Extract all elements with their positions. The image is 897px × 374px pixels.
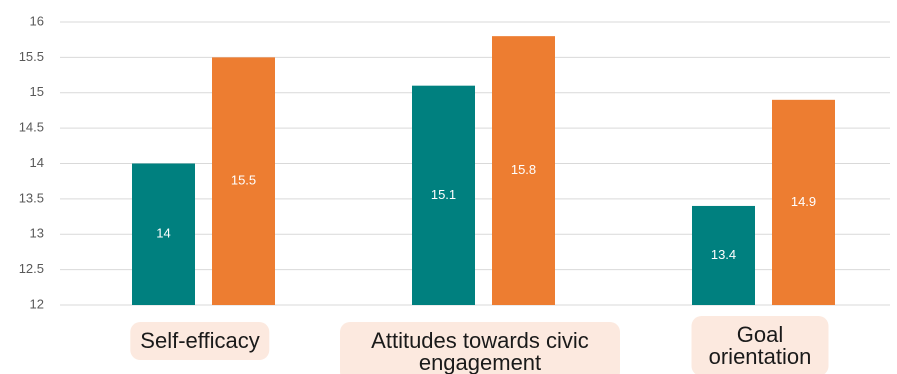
y-tick-label: 12.5: [19, 261, 44, 276]
category-label: Self-efficacy: [130, 322, 270, 360]
y-tick-label: 14.5: [19, 120, 44, 135]
value-label: 13.4: [711, 247, 736, 262]
bar: [212, 57, 275, 305]
bar: [692, 205, 755, 305]
y-tick-label: 16: [30, 13, 44, 28]
value-label: 14.9: [791, 194, 816, 209]
value-label: 14: [156, 226, 170, 241]
y-tick-label: 15.5: [19, 49, 44, 64]
category-label: Attitudes towards civic engagement: [340, 322, 620, 374]
value-label: 15.8: [511, 162, 536, 177]
y-tick-label: 15: [30, 84, 44, 99]
y-tick-label: 14: [30, 155, 44, 170]
value-label: 15.1: [431, 187, 456, 202]
category-label: Goal orientation: [691, 316, 829, 374]
y-tick-label: 13.5: [19, 190, 44, 205]
bar: [772, 99, 835, 305]
y-tick-label: 13: [30, 226, 44, 241]
value-label: 15.5: [231, 173, 256, 188]
y-tick-label: 12: [30, 296, 44, 311]
bar: [412, 85, 475, 305]
bar: [492, 36, 555, 306]
bar: [132, 163, 195, 305]
